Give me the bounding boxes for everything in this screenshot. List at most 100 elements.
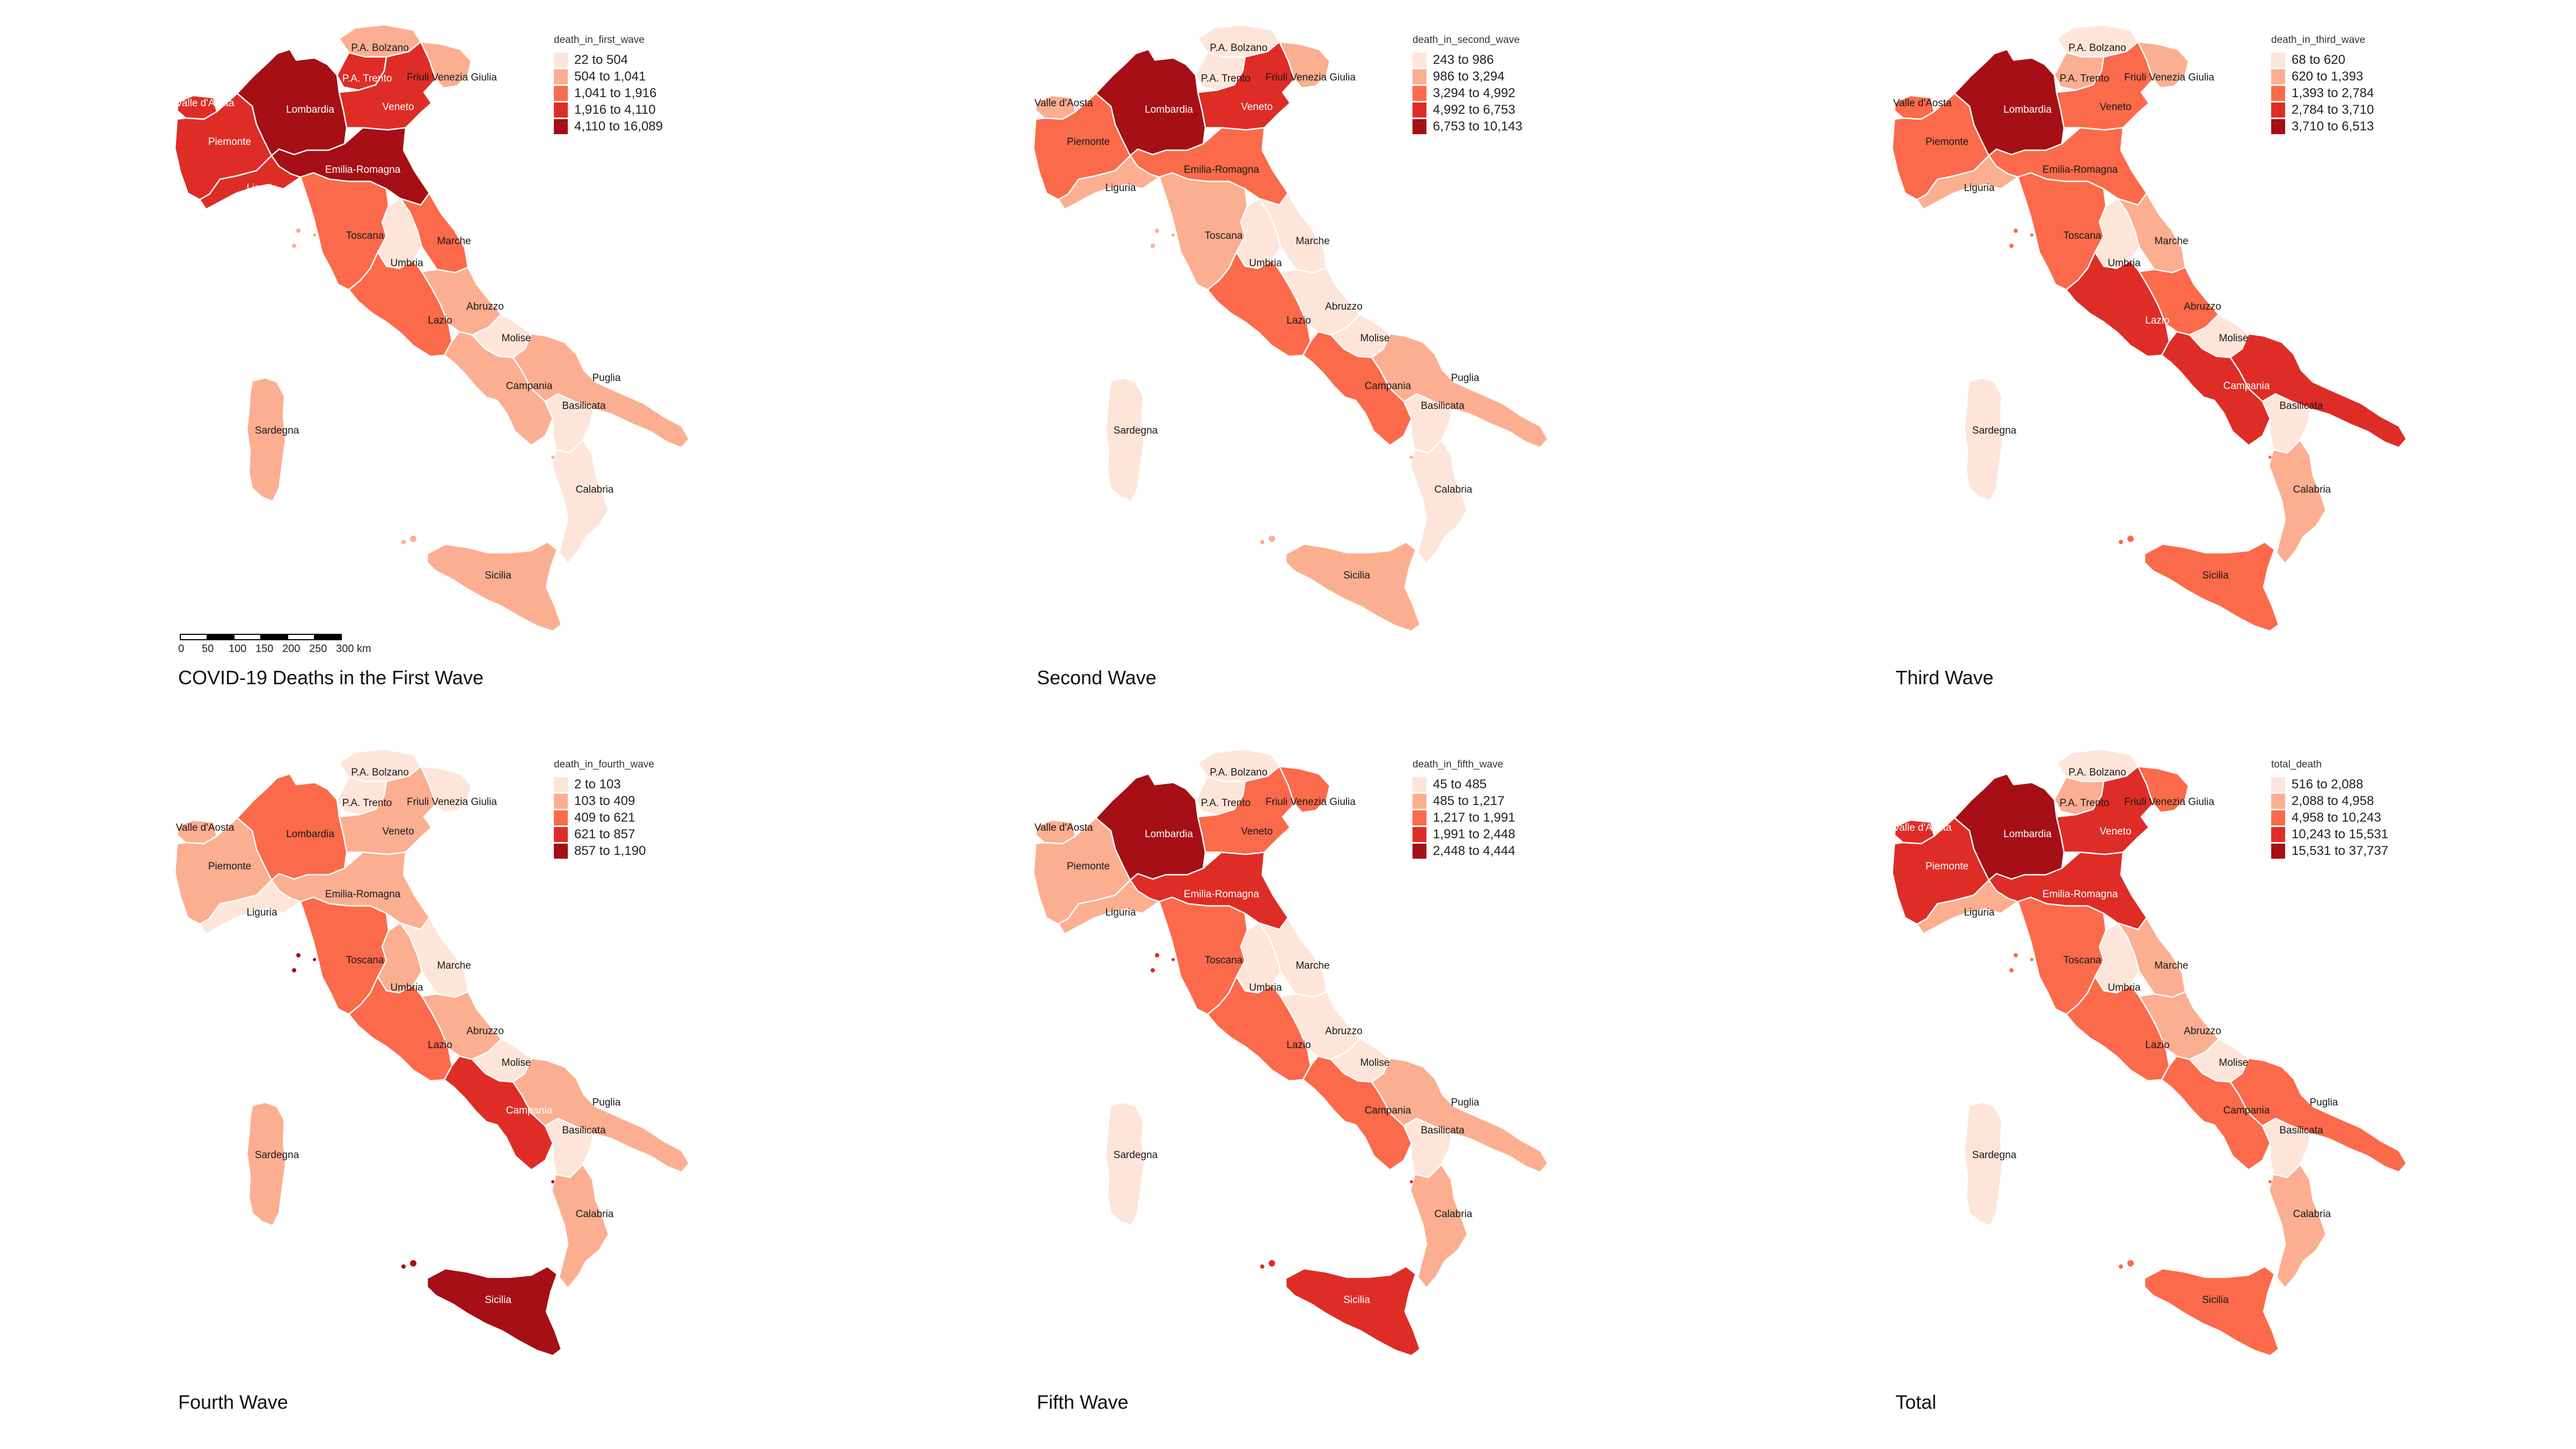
region-sicilia[interactable] xyxy=(426,541,562,632)
region-label-liguria: Liguria xyxy=(246,182,277,194)
region-sicilia[interactable] xyxy=(426,1265,562,1357)
region-sardegna[interactable] xyxy=(1963,1101,2004,1227)
region-label-lombardia: Lombardia xyxy=(1145,104,1193,115)
region-campania[interactable] xyxy=(2161,1055,2271,1171)
legend-swatch xyxy=(554,69,568,84)
region-label-campania: Campania xyxy=(2223,380,2270,392)
region-label-umbria: Umbria xyxy=(1249,982,1282,993)
region-label-sardegna: Sardegna xyxy=(1114,425,1158,436)
region-sardegna[interactable] xyxy=(246,377,287,502)
legend-label: 4,958 to 10,243 xyxy=(2292,810,2381,825)
legend-label: 485 to 1,217 xyxy=(1433,793,1505,808)
region-sicilia[interactable] xyxy=(2143,1265,2280,1357)
region-calabria[interactable] xyxy=(1409,439,1468,565)
region-sardegna[interactable] xyxy=(246,1101,287,1227)
legend-label: 4,110 to 16,089 xyxy=(574,119,663,134)
region-label-p-a-bolzano: P.A. Bolzano xyxy=(351,767,408,778)
region-sardegna[interactable] xyxy=(1963,377,2004,502)
region-calabria[interactable] xyxy=(1409,1163,1468,1289)
region-label-p-a-trento: P.A. Trento xyxy=(342,797,392,809)
map-title: Fifth Wave xyxy=(1037,1391,1129,1413)
region-label-emilia-romagna: Emilia-Romagna xyxy=(1184,164,1260,175)
legend-item: 3,294 to 4,992 xyxy=(1413,85,1523,101)
region-label-p-a-trento: P.A. Trento xyxy=(2060,797,2110,809)
region-sardegna[interactable] xyxy=(1104,1101,1145,1227)
region-label-toscana: Toscana xyxy=(346,955,384,966)
region-calabria[interactable] xyxy=(551,1163,610,1289)
legend-swatch xyxy=(554,826,568,842)
island-dot xyxy=(2127,536,2134,542)
legend-label: 3,294 to 4,992 xyxy=(1433,85,1516,100)
island-dot xyxy=(1155,229,1159,233)
region-label-abruzzo: Abruzzo xyxy=(466,1026,504,1037)
region-label-lazio: Lazio xyxy=(428,1040,452,1051)
scale-label: 150 xyxy=(255,643,274,655)
legend-label: 409 to 621 xyxy=(574,810,635,825)
region-label-puglia: Puglia xyxy=(1451,1097,1480,1108)
region-label-molise: Molise xyxy=(2219,333,2249,344)
region-calabria[interactable] xyxy=(551,439,610,565)
region-label-umbria: Umbria xyxy=(1249,258,1282,269)
region-campania[interactable] xyxy=(2161,331,2271,447)
region-label-calabria: Calabria xyxy=(2293,484,2331,495)
region-label-lazio: Lazio xyxy=(2145,315,2169,326)
region-label-liguria: Liguria xyxy=(1964,182,1994,194)
scale-segment xyxy=(180,634,208,640)
region-friuli-venezia-giulia[interactable] xyxy=(1278,765,1331,814)
region-calabria[interactable] xyxy=(2268,1163,2327,1289)
map-title: Third Wave xyxy=(1896,667,1994,689)
region-campania[interactable] xyxy=(443,1055,554,1171)
island-dot xyxy=(2009,244,2014,248)
legend-label: 4,992 to 6,753 xyxy=(1433,102,1516,117)
region-label-campania: Campania xyxy=(1365,1105,1411,1116)
region-friuli-venezia-giulia[interactable] xyxy=(420,41,472,89)
region-label-piemonte: Piemonte xyxy=(208,136,251,148)
region-sicilia[interactable] xyxy=(1285,1265,1421,1357)
legend-item: 2,448 to 4,444 xyxy=(1413,843,1515,859)
region-friuli-venezia-giulia[interactable] xyxy=(2137,41,2190,89)
region-veneto[interactable] xyxy=(1197,41,1296,131)
region-label-basilicata: Basilicata xyxy=(2279,1125,2323,1136)
region-veneto[interactable] xyxy=(1197,765,1296,855)
region-friuli-venezia-giulia[interactable] xyxy=(2137,765,2190,814)
region-label-p-a-trento: P.A. Trento xyxy=(1201,797,1251,809)
region-label-calabria: Calabria xyxy=(576,1209,614,1220)
legend-label: 3,710 to 6,513 xyxy=(2292,119,2374,134)
region-calabria[interactable] xyxy=(2268,439,2327,565)
legend-swatch xyxy=(554,777,568,792)
region-campania[interactable] xyxy=(1302,1055,1413,1171)
island-dot xyxy=(410,1260,416,1267)
region-sardegna[interactable] xyxy=(1104,377,1145,502)
region-label-campania: Campania xyxy=(2223,1105,2270,1116)
region-campania[interactable] xyxy=(1302,331,1413,447)
region-veneto[interactable] xyxy=(2055,41,2154,131)
region-label-basilicata: Basilicata xyxy=(562,1125,606,1136)
region-friuli-venezia-giulia[interactable] xyxy=(1278,41,1331,89)
island-dot xyxy=(1410,1180,1413,1183)
italy-map: Valle d'Aosta Piemonte Lombardia P.A. Bolza… xyxy=(1891,24,2407,632)
region-label-sardegna: Sardegna xyxy=(255,1150,299,1161)
island-dot xyxy=(1155,953,1159,957)
italy-map: Valle d'Aosta Piemonte Lombardia P.A. Bolza… xyxy=(174,748,690,1357)
region-label-lombardia: Lombardia xyxy=(2003,829,2052,840)
legend-label: 620 to 1,393 xyxy=(2292,69,2363,84)
region-label-sicilia: Sicilia xyxy=(1343,570,1370,581)
region-veneto[interactable] xyxy=(338,41,437,131)
region-label-veneto: Veneto xyxy=(382,101,414,113)
legend-item: 516 to 2,088 xyxy=(2271,776,2388,793)
legend-label: 22 to 504 xyxy=(574,52,628,67)
region-campania[interactable] xyxy=(443,331,554,447)
region-label-basilicata: Basilicata xyxy=(562,400,606,412)
region-label-abruzzo: Abruzzo xyxy=(2184,1026,2221,1037)
region-label-sicilia: Sicilia xyxy=(485,1294,511,1306)
region-friuli-venezia-giulia[interactable] xyxy=(420,765,472,814)
region-label-friuli-venezia-giulia: Friuli Venezia Giulia xyxy=(407,796,497,808)
region-sicilia[interactable] xyxy=(2143,541,2280,632)
region-label-p-a-trento: P.A. Trento xyxy=(2060,73,2110,84)
region-sicilia[interactable] xyxy=(1285,541,1421,632)
legend-label: 986 to 3,294 xyxy=(1433,69,1505,84)
island-dot xyxy=(1172,233,1175,237)
region-veneto[interactable] xyxy=(338,765,437,855)
legend-label: 1,393 to 2,784 xyxy=(2292,85,2374,100)
region-veneto[interactable] xyxy=(2055,765,2154,855)
